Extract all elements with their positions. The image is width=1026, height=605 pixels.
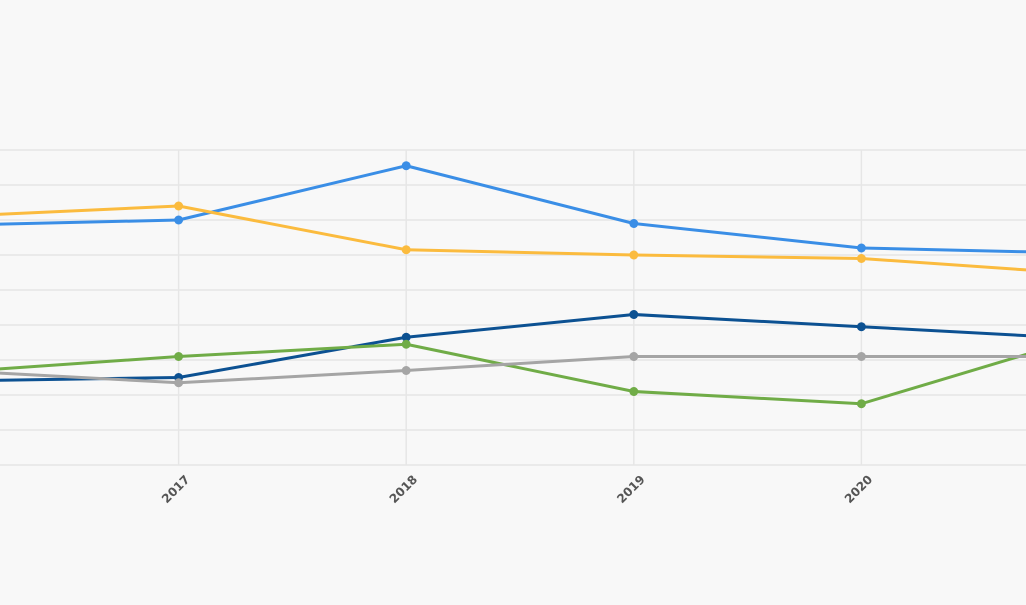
data-point	[174, 215, 184, 225]
data-point	[856, 322, 866, 332]
x-tick-label: 2017	[159, 472, 193, 506]
series-line-1	[0, 164, 1026, 254]
series-line-5	[0, 355, 1026, 385]
x-tick-label: 2019	[614, 472, 648, 506]
series-line-3	[0, 313, 1026, 382]
series-line-4	[0, 342, 1026, 406]
gridlines	[0, 149, 1026, 466]
data-point	[856, 399, 866, 409]
data-point	[174, 378, 184, 388]
x-axis-tick-labels: 2017 2018 2019 2020	[159, 472, 875, 506]
series-lines	[0, 164, 1026, 406]
data-point	[856, 352, 866, 361]
data-point	[629, 250, 639, 260]
data-point	[174, 201, 184, 211]
data-point	[174, 352, 184, 361]
x-tick-label: 2018	[387, 472, 421, 506]
series-line-2	[0, 204, 1026, 272]
data-point	[856, 254, 866, 263]
data-point	[856, 243, 866, 253]
data-point	[629, 387, 639, 396]
data-point	[401, 366, 411, 375]
data-point	[401, 161, 411, 171]
data-point	[629, 310, 639, 319]
data-point	[401, 339, 411, 349]
data-points	[174, 161, 866, 409]
x-tick-label: 2020	[842, 472, 876, 506]
data-point	[629, 352, 639, 361]
data-point	[401, 332, 411, 342]
data-point	[401, 245, 411, 255]
data-point	[629, 219, 639, 228]
